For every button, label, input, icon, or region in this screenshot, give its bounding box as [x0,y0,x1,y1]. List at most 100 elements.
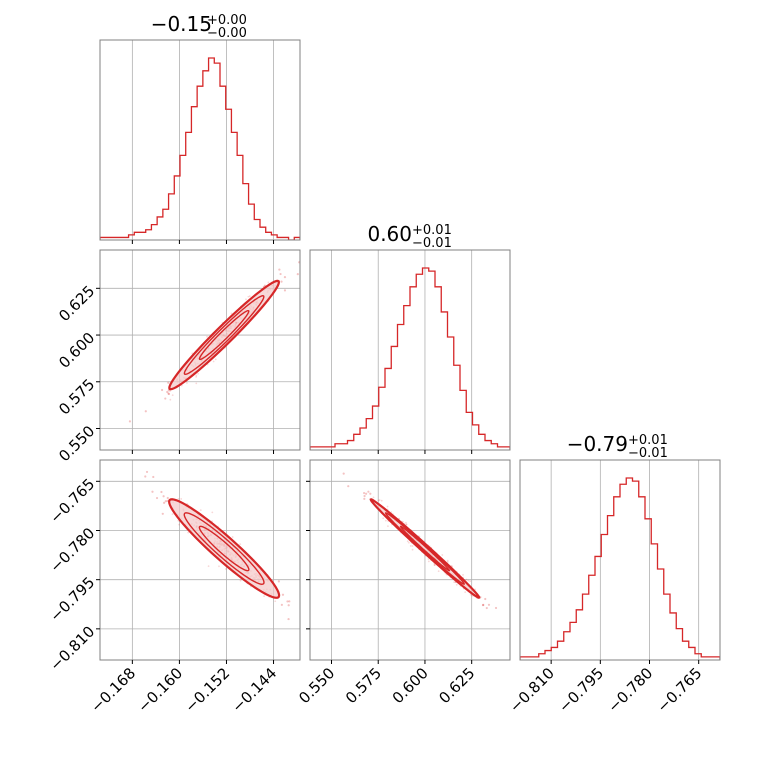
param-title-2: −0.79 +0.01 −0.01 [567,432,668,461]
sample-point [152,475,155,479]
sample-point [212,360,215,363]
sample-point [287,617,290,621]
sample-point [465,578,468,581]
sample-point [286,600,289,603]
x-tick-label: −0.810 [506,664,558,716]
scatter-panel-2-1 [306,455,511,664]
contour-level-0 [168,279,281,391]
x-tick-label: 0.600 [389,664,432,707]
sample-point [180,498,183,500]
sample-point [151,490,154,493]
x-tick-label: −0.152 [181,664,233,716]
sample-point [167,392,170,395]
sample-point [386,505,389,508]
sample-point [145,470,149,474]
sample-point [199,509,202,512]
title-minus-0: −0.00 [207,26,247,41]
histogram-step-2 [520,477,720,660]
x-tick-label: −0.765 [654,664,706,716]
sample-point [380,499,383,502]
sample-point [277,580,280,583]
sample-point [446,561,449,563]
sample-point [207,565,210,568]
y-tick-label: −0.780 [46,524,98,576]
sample-point [283,289,287,292]
sample-point [164,500,167,503]
y-tick-label: −0.795 [46,573,98,625]
title-plus-0: +0.00 [207,13,247,28]
x-tick-label: 0.625 [435,664,478,707]
title-main-2: −0.79 [567,432,628,456]
x-tick-label: −0.168 [87,664,139,716]
param-title-0: −0.15 +0.00 −0.00 [151,12,247,41]
hist-panel-2 [519,459,721,664]
sample-point [169,390,172,392]
contours [168,498,281,599]
panel-frame [309,249,511,451]
grid-lines [331,250,473,450]
sample-point [347,485,350,488]
sample-point [471,594,474,597]
grid-lines [550,460,700,660]
sample-point [322,455,324,457]
sample-point [177,498,180,500]
sample-point [128,420,132,423]
contours [168,279,281,391]
sample-point [406,540,409,543]
sample-point [167,381,170,384]
sample-point [186,382,188,384]
sample-point [218,565,220,568]
sample-point [279,272,282,276]
x-tick-label: −0.795 [555,664,607,716]
sample-point [288,600,291,603]
sample-point [384,519,387,522]
sample-point [402,521,404,523]
sample-point [427,558,430,560]
sample-point [437,570,440,573]
sample-point [155,496,159,500]
sample-point [362,491,366,495]
sample-point [169,398,172,401]
sample-point [144,475,147,478]
sample-point [214,358,217,361]
sample-point [464,591,467,594]
sample-point [263,284,266,287]
contour-level-1 [384,512,466,585]
sample-point [211,511,214,514]
sample-point [462,574,464,576]
sample-point [280,280,283,283]
sample-point [263,595,265,598]
sample-point [446,559,449,562]
x-tick-label: −0.160 [134,664,186,716]
contours [369,498,481,599]
sample-point [484,597,487,601]
sample-point [405,523,408,526]
sample-point [195,382,198,385]
sample-point [409,545,412,547]
sample-point [164,397,167,400]
y-tick-label: −0.810 [46,622,98,674]
sample-point [455,583,458,586]
sample-point [267,281,270,284]
param-title-1: 0.60 +0.01 −0.01 [367,222,451,251]
sample-point [144,410,147,413]
x-tick-label: −0.780 [604,664,656,716]
sample-point [195,374,198,377]
sample-point [485,606,488,610]
sample-point [224,568,227,570]
title-minus-2: −0.01 [628,446,668,461]
sample-point [274,600,277,603]
grid-lines [310,460,510,660]
sample-point [469,593,472,596]
hist-panel-0 [99,39,301,244]
sample-point [197,372,199,375]
sample-point [411,545,414,547]
sample-point [283,276,287,279]
sample-point [160,388,164,392]
sample-point [453,581,456,583]
hist-panel-1 [309,249,511,454]
panel-frame [99,459,301,661]
sample-point [433,564,436,567]
sample-point [467,579,470,582]
sample-point [239,579,242,582]
